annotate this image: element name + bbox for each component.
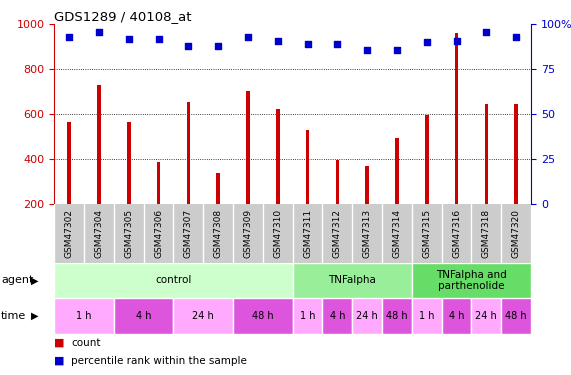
Bar bbox=[441, 298, 472, 334]
Text: count: count bbox=[71, 338, 101, 348]
Point bbox=[452, 38, 461, 44]
Bar bbox=[292, 298, 323, 334]
Point bbox=[422, 39, 431, 45]
Point bbox=[363, 46, 372, 53]
Point bbox=[154, 36, 163, 42]
Point bbox=[184, 43, 193, 49]
Text: GSM47309: GSM47309 bbox=[243, 209, 252, 258]
Text: GSM47320: GSM47320 bbox=[512, 209, 521, 258]
Text: agent: agent bbox=[1, 275, 34, 285]
Text: 48 h: 48 h bbox=[386, 311, 408, 321]
Bar bbox=[174, 298, 233, 334]
Point bbox=[512, 34, 521, 40]
Bar bbox=[365, 166, 369, 204]
Text: ■: ■ bbox=[54, 356, 65, 366]
Text: 1 h: 1 h bbox=[419, 311, 435, 321]
Text: GSM47306: GSM47306 bbox=[154, 209, 163, 258]
Text: GSM47313: GSM47313 bbox=[363, 209, 372, 258]
Bar bbox=[127, 122, 131, 204]
Bar bbox=[54, 262, 292, 298]
Bar bbox=[395, 138, 399, 204]
Bar bbox=[412, 262, 531, 298]
Bar bbox=[382, 298, 412, 334]
Bar bbox=[233, 298, 292, 334]
Text: GDS1289 / 40108_at: GDS1289 / 40108_at bbox=[54, 10, 192, 23]
Text: TNFalpha and
parthenolide: TNFalpha and parthenolide bbox=[436, 270, 507, 291]
Text: GSM47305: GSM47305 bbox=[124, 209, 133, 258]
Bar bbox=[425, 116, 428, 204]
Text: 1 h: 1 h bbox=[300, 311, 315, 321]
Text: ■: ■ bbox=[54, 338, 65, 348]
Text: GSM47315: GSM47315 bbox=[422, 209, 431, 258]
Text: GSM47308: GSM47308 bbox=[214, 209, 223, 258]
Bar bbox=[514, 104, 518, 204]
Bar bbox=[501, 298, 531, 334]
Point bbox=[392, 46, 401, 53]
Text: 48 h: 48 h bbox=[505, 311, 527, 321]
Text: ▶: ▶ bbox=[30, 311, 38, 321]
Bar bbox=[276, 109, 280, 204]
Point bbox=[482, 28, 491, 34]
Bar bbox=[305, 130, 309, 204]
Text: GSM47314: GSM47314 bbox=[392, 209, 401, 258]
Text: 4 h: 4 h bbox=[449, 311, 464, 321]
Bar bbox=[187, 102, 190, 204]
Point bbox=[65, 34, 74, 40]
Bar bbox=[292, 262, 412, 298]
Bar bbox=[97, 85, 100, 204]
Text: time: time bbox=[1, 311, 26, 321]
Text: GSM47312: GSM47312 bbox=[333, 209, 342, 258]
Point bbox=[124, 36, 133, 42]
Point bbox=[333, 41, 342, 47]
Text: GSM47307: GSM47307 bbox=[184, 209, 193, 258]
Text: GSM47304: GSM47304 bbox=[94, 209, 103, 258]
Point bbox=[273, 38, 282, 44]
Text: GSM47310: GSM47310 bbox=[274, 209, 282, 258]
Bar bbox=[216, 173, 220, 204]
Text: 4 h: 4 h bbox=[329, 311, 345, 321]
Bar bbox=[336, 160, 339, 204]
Bar bbox=[67, 122, 71, 204]
Text: 24 h: 24 h bbox=[192, 311, 214, 321]
Text: GSM47311: GSM47311 bbox=[303, 209, 312, 258]
Bar bbox=[485, 104, 488, 204]
Text: GSM47318: GSM47318 bbox=[482, 209, 491, 258]
Text: 24 h: 24 h bbox=[356, 311, 378, 321]
Text: ▶: ▶ bbox=[30, 275, 38, 285]
Text: control: control bbox=[155, 275, 192, 285]
Bar bbox=[157, 162, 160, 204]
Point bbox=[243, 34, 252, 40]
Bar bbox=[455, 33, 459, 204]
Point bbox=[94, 28, 103, 34]
Bar bbox=[352, 298, 382, 334]
Text: 48 h: 48 h bbox=[252, 311, 274, 321]
Bar bbox=[54, 298, 114, 334]
Bar bbox=[323, 298, 352, 334]
Text: 1 h: 1 h bbox=[77, 311, 92, 321]
Bar bbox=[472, 298, 501, 334]
Bar bbox=[114, 298, 174, 334]
Point bbox=[303, 41, 312, 47]
Text: 24 h: 24 h bbox=[476, 311, 497, 321]
Bar bbox=[412, 298, 441, 334]
Text: 4 h: 4 h bbox=[136, 311, 151, 321]
Text: TNFalpha: TNFalpha bbox=[328, 275, 376, 285]
Text: GSM47316: GSM47316 bbox=[452, 209, 461, 258]
Point bbox=[214, 43, 223, 49]
Bar bbox=[246, 91, 250, 204]
Text: GSM47302: GSM47302 bbox=[65, 209, 74, 258]
Text: percentile rank within the sample: percentile rank within the sample bbox=[71, 356, 247, 366]
